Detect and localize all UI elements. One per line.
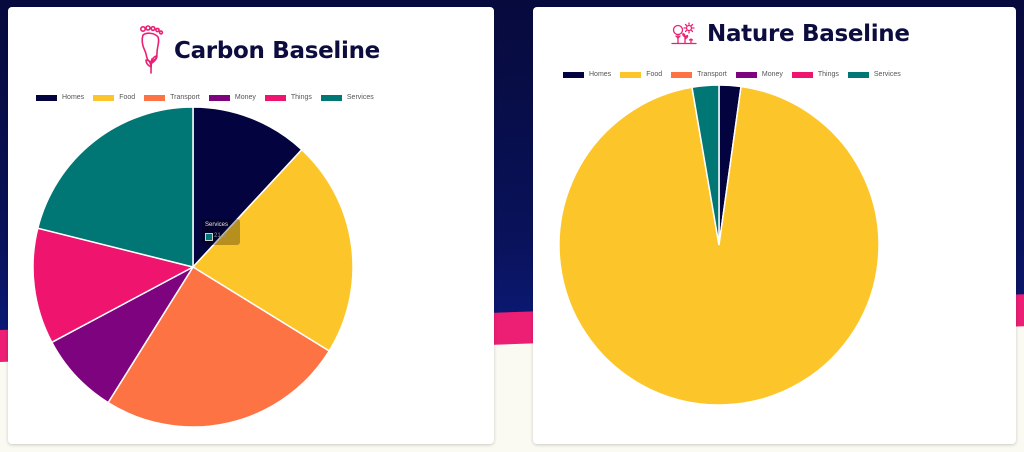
legend-swatch — [144, 94, 166, 101]
nature-baseline-card: Nature Baseline Homes Food Transport Money T… — [533, 7, 1016, 444]
carbon-chart-title: Carbon Baseline — [174, 38, 380, 64]
legend-label: Money — [234, 94, 256, 101]
legend-swatch — [671, 71, 693, 78]
pie-slice-homes[interactable] — [192, 106, 303, 269]
carbon-chart-legend: Homes Food Transport Money Things Services — [36, 94, 383, 101]
tooltip-label: Services — [205, 222, 229, 228]
legend-swatch — [735, 71, 757, 78]
legend-swatch — [320, 94, 342, 101]
legend-label: Money — [761, 71, 783, 78]
carbon-baseline-card: Carbon Baseline Homes Food Transport Money T… — [8, 7, 494, 444]
legend-item-services[interactable]: Services — [320, 94, 374, 101]
nature-scene-icon — [671, 22, 697, 45]
legend-swatch — [563, 71, 584, 78]
pie-slice-services[interactable] — [691, 84, 720, 246]
nature-chart-legend: Homes Food Transport Money Things Services — [563, 71, 910, 78]
legend-item-food[interactable]: Food — [620, 71, 662, 78]
tooltip-value: 21.1 — [214, 233, 226, 239]
legend-label: Homes — [589, 71, 612, 78]
legend-label: Homes — [62, 94, 85, 101]
tooltip-swatch — [205, 233, 213, 241]
legend-item-transport[interactable]: Transport — [144, 94, 200, 101]
legend-swatch — [36, 94, 57, 101]
legend-label: Services — [873, 71, 901, 78]
legend-item-things[interactable]: Things — [791, 71, 839, 78]
legend-label: Food — [119, 94, 136, 101]
legend-label: Transport — [697, 71, 727, 78]
carbon-pie-chart — [32, 106, 354, 428]
legend-swatch — [264, 94, 286, 101]
legend-item-money[interactable]: Money — [735, 71, 783, 78]
legend-item-money[interactable]: Money — [208, 94, 256, 101]
nature-chart-title: Nature Baseline — [707, 21, 910, 47]
legend-item-services[interactable]: Services — [847, 71, 901, 78]
pie-slice-food[interactable] — [191, 148, 354, 353]
legend-item-food[interactable]: Food — [93, 94, 135, 101]
pie-slice-things[interactable] — [32, 227, 196, 344]
nature-title-row: Nature Baseline — [671, 21, 910, 47]
legend-item-homes[interactable]: Homes — [563, 71, 611, 78]
pie-slice-food[interactable] — [558, 85, 880, 406]
legend-swatch — [847, 71, 869, 78]
legend-swatch — [208, 94, 230, 101]
legend-label: Things — [817, 71, 839, 78]
carbon-title-row: Carbon Baseline — [138, 25, 380, 77]
pie-slice-services[interactable] — [36, 106, 194, 268]
legend-label: Transport — [170, 94, 200, 101]
legend-label: Things — [290, 94, 312, 101]
legend-swatch — [791, 71, 813, 78]
legend-swatch — [93, 94, 115, 101]
pie-slice-transport[interactable] — [107, 265, 331, 428]
legend-label: Services — [346, 94, 374, 101]
legend-item-transport[interactable]: Transport — [671, 71, 727, 78]
legend-swatch — [620, 71, 642, 78]
legend-label: Food — [646, 71, 663, 78]
nature-pie-chart — [558, 84, 880, 406]
legend-item-things[interactable]: Things — [264, 94, 312, 101]
footprint-icon — [139, 25, 164, 74]
chart-tooltip: Services 21.1 — [202, 219, 240, 245]
legend-item-homes[interactable]: Homes — [36, 94, 84, 101]
